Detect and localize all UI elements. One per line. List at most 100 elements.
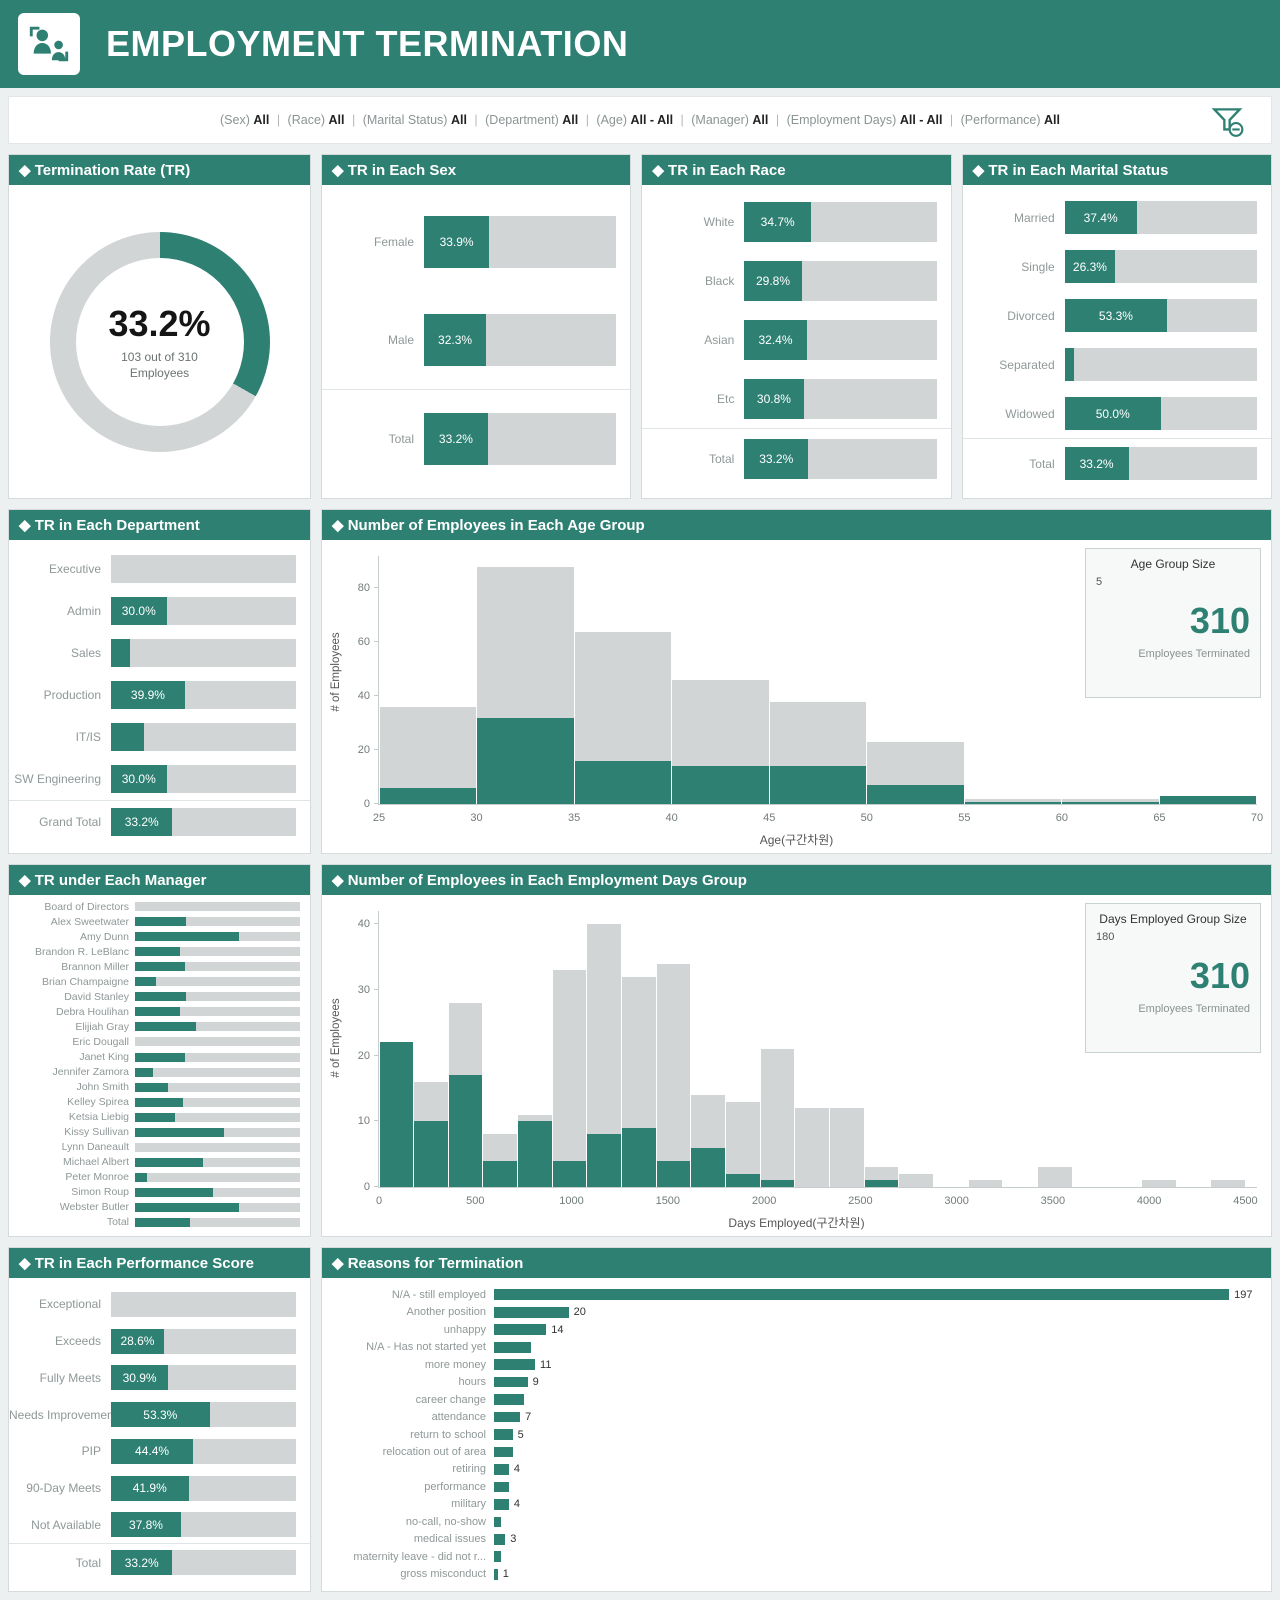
reason-bar[interactable] <box>494 1376 528 1388</box>
bar-fill[interactable]: 34.7% <box>744 202 812 243</box>
hist-bar-terminated[interactable] <box>379 1042 414 1187</box>
hist-bin[interactable] <box>518 911 553 1187</box>
hist-bin[interactable] <box>656 911 691 1187</box>
bar-fill[interactable]: 28.6% <box>111 1328 164 1354</box>
hist-bar-total[interactable] <box>1062 798 1159 805</box>
bar-fill[interactable]: 30.0% <box>111 596 167 626</box>
bar-fill[interactable]: 30.8% <box>744 378 804 419</box>
bar-track[interactable] <box>135 1082 300 1092</box>
hist-bin[interactable] <box>769 556 867 805</box>
bar-fill[interactable]: 44.4% <box>111 1438 194 1464</box>
bar-fill[interactable] <box>135 977 157 987</box>
bar-track[interactable] <box>135 1217 300 1227</box>
hist-bin[interactable] <box>726 911 761 1187</box>
bar-fill[interactable]: 26.3% <box>1064 249 1116 284</box>
bar-fill[interactable] <box>135 1172 147 1182</box>
filter-field-value[interactable]: All <box>562 113 579 127</box>
reason-bar[interactable] <box>494 1551 502 1563</box>
bar-fill[interactable]: 53.3% <box>1064 298 1168 333</box>
bar-fill[interactable] <box>135 1097 183 1107</box>
hist-bar-total[interactable] <box>656 963 691 1187</box>
reason-bar[interactable] <box>494 1516 502 1528</box>
bar-track[interactable] <box>135 932 300 942</box>
bar-fill[interactable] <box>111 722 145 752</box>
bar-fill[interactable]: 37.8% <box>111 1512 181 1538</box>
hist-bin[interactable] <box>1038 911 1073 1187</box>
bar-track[interactable] <box>135 977 300 987</box>
reason-bar[interactable] <box>494 1411 521 1423</box>
bar-track[interactable] <box>1064 347 1257 382</box>
hist-bar-terminated[interactable] <box>518 1121 552 1187</box>
bar-track[interactable]: 33.2% <box>424 413 617 466</box>
bar-track[interactable] <box>135 1142 300 1152</box>
reason-bar[interactable] <box>494 1359 536 1370</box>
bar-track[interactable] <box>135 1127 300 1137</box>
bar-fill[interactable]: 39.9% <box>111 680 185 710</box>
bar-track[interactable]: 29.8% <box>744 261 937 302</box>
hist-bar-total[interactable] <box>1211 1180 1245 1187</box>
bar-track[interactable]: 41.9% <box>111 1475 296 1501</box>
bar-fill[interactable] <box>135 1217 190 1227</box>
bar-track[interactable] <box>135 1037 300 1047</box>
bar-fill[interactable] <box>135 1187 213 1197</box>
hist-bin[interactable] <box>1159 556 1257 805</box>
hist-bin[interactable] <box>1211 911 1246 1187</box>
bar-fill[interactable] <box>135 932 239 942</box>
bar-fill[interactable] <box>135 1007 180 1017</box>
hist-bin[interactable] <box>379 911 414 1187</box>
reason-bar[interactable] <box>494 1324 547 1336</box>
hist-bin[interactable] <box>448 911 483 1187</box>
hist-bin[interactable] <box>864 911 899 1187</box>
bar-fill[interactable] <box>135 962 185 972</box>
hist-bar-terminated[interactable] <box>574 761 672 805</box>
filter-field-value[interactable]: All - All <box>899 113 943 127</box>
bar-track[interactable]: 30.9% <box>111 1365 296 1391</box>
hist-bar-terminated[interactable] <box>964 801 1062 805</box>
bar-track[interactable]: 30.0% <box>111 596 296 626</box>
bar-track[interactable] <box>135 992 300 1002</box>
filter-field-value[interactable]: All <box>253 113 270 127</box>
hist-bar-terminated[interactable] <box>672 766 769 805</box>
hist-bar-terminated[interactable] <box>1062 801 1159 805</box>
hist-bar-total[interactable] <box>830 1108 864 1187</box>
hist-bar-total[interactable] <box>964 798 1062 805</box>
bar-track[interactable]: 33.2% <box>1064 446 1257 481</box>
bar-track[interactable]: 53.3% <box>1064 298 1257 333</box>
hist-bar-total[interactable] <box>899 1173 934 1187</box>
hist-bar-total[interactable] <box>726 1101 760 1187</box>
hist-bin[interactable] <box>379 556 477 805</box>
termination-rate-donut[interactable]: 33.2% 103 out of 310 Employees <box>49 231 270 452</box>
bar-track[interactable]: 28.6% <box>111 1328 296 1354</box>
hist-bin[interactable] <box>587 911 622 1187</box>
bar-track[interactable] <box>135 1202 300 1212</box>
bar-fill[interactable] <box>135 1157 203 1167</box>
bar-track[interactable]: 33.9% <box>424 216 617 269</box>
bar-track[interactable]: 30.8% <box>744 378 937 419</box>
bar-track[interactable]: 39.9% <box>111 680 296 710</box>
hist-bar-terminated[interactable] <box>691 1147 726 1187</box>
reason-bar[interactable] <box>494 1306 569 1318</box>
bar-fill[interactable]: 29.8% <box>744 261 802 302</box>
bar-track[interactable]: 33.2% <box>111 1550 296 1576</box>
bar-fill[interactable]: 37.4% <box>1064 200 1137 235</box>
hist-bin[interactable] <box>574 556 672 805</box>
hist-bar-terminated[interactable] <box>656 1160 691 1187</box>
reason-bar[interactable] <box>494 1341 532 1353</box>
hist-bin[interactable] <box>795 911 830 1187</box>
bar-track[interactable] <box>111 554 296 584</box>
filter-field-value[interactable]: All <box>1043 113 1060 127</box>
hist-bin[interactable] <box>552 911 587 1187</box>
hist-bin[interactable] <box>622 911 657 1187</box>
filter-field-value[interactable]: All <box>328 113 345 127</box>
hist-bar-terminated[interactable] <box>477 717 574 805</box>
bar-fill[interactable] <box>135 917 187 927</box>
hist-bar-total[interactable] <box>968 1180 1003 1187</box>
hist-bar-total[interactable] <box>1141 1180 1176 1187</box>
bar-fill[interactable] <box>135 1022 197 1032</box>
bar-track[interactable] <box>135 902 300 912</box>
bar-track[interactable]: 50.0% <box>1064 396 1257 431</box>
bar-track[interactable]: 37.4% <box>1064 200 1257 235</box>
bar-fill[interactable]: 33.2% <box>744 438 809 479</box>
bar-track[interactable]: 30.0% <box>111 764 296 794</box>
reason-bar[interactable] <box>494 1499 509 1510</box>
